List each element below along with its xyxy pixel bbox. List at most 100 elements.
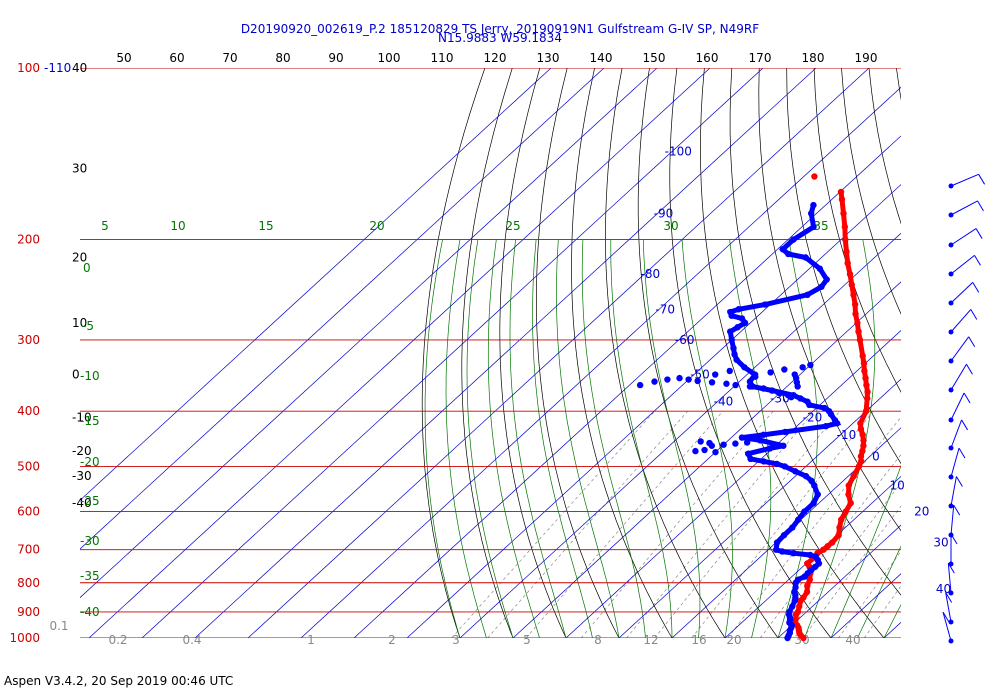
dewpoint-scatter-point: [697, 438, 704, 445]
dewpoint-scatter-point: [788, 393, 795, 401]
top-axis-label: 140: [590, 51, 613, 65]
moist-adiabat-line: [445, 239, 487, 638]
height-label: -20: [72, 444, 92, 458]
wind-barb: [948, 309, 978, 335]
dewpoint-scatter-point: [768, 387, 776, 394]
top-axis-label: 70: [222, 51, 237, 65]
isotherm-line: [618, 378, 901, 638]
moist-adiabat-line: [857, 545, 901, 638]
dry-adiabat-line: [758, 68, 901, 532]
moist-adiabat-label: 35: [813, 219, 828, 233]
mixing-ratio-line: [451, 410, 655, 638]
moist-adiabat-label: -10: [80, 369, 100, 383]
dewpoint-scatter-point: [664, 376, 671, 383]
wind-barb: [948, 254, 981, 277]
mixing-ratio-line: [487, 410, 688, 638]
dewpoint-scatter-point: [706, 439, 713, 447]
dewpoint-scatter-point: [767, 369, 774, 376]
top-axis-label: 180: [802, 51, 825, 65]
isotherm-label: 40: [936, 582, 951, 596]
isotherm-line: [883, 621, 901, 638]
dewpoint-scatter-point: [794, 383, 801, 390]
mixing-ratio-label: 2: [388, 633, 396, 647]
dewpoint-scatter-point: [720, 441, 727, 448]
mixing-ratio-line: [783, 482, 901, 638]
pressure-label: 1000: [9, 631, 40, 645]
mixing-ratio-label: 40: [845, 633, 860, 647]
dewpoint-scatter-point: [732, 381, 739, 389]
pressure-label: 900: [17, 605, 40, 619]
mixing-ratio-label: 0.2: [108, 633, 127, 647]
dry-adiabat-line: [813, 68, 901, 393]
isotherm-line: [406, 184, 901, 638]
isotherm-labels: -100-90-80-70-60-50-40 -30-20-10010203040…: [49, 144, 951, 647]
isotherm-line: [80, 68, 552, 501]
pressure-label: 500: [17, 459, 40, 473]
isotherm-label: -20: [803, 410, 823, 424]
height-label: 0: [72, 368, 80, 382]
dewpoint-scatter-point: [692, 447, 699, 455]
wind-barb: [948, 364, 973, 393]
isotherm-line: [194, 68, 817, 638]
data-series: [636, 173, 871, 642]
moist-adiabat-label: 15: [258, 219, 273, 233]
isotherm-line: [459, 232, 901, 638]
wind-barb: [948, 173, 986, 189]
wind-barb: [948, 228, 983, 248]
isotherm-line: [937, 68, 1000, 638]
dewpoint-scatter-point: [807, 361, 814, 369]
moist-adiabat-line: [556, 239, 620, 638]
moist-adiabat-label: -40: [80, 605, 100, 619]
isotherm-label: 30: [933, 536, 948, 550]
moist-adiabat-label: -25: [80, 494, 100, 508]
isotherm-label: -50: [690, 368, 710, 382]
dewpoint-scatter-point: [732, 440, 739, 447]
isotherm-line: [777, 524, 901, 638]
moist-adiabat-line: [487, 239, 540, 638]
top-axis-labels: 50 60 70 80 90 100 110 120 130 140 150 160 170 180 190: [116, 51, 877, 65]
dewpoint-scatter-point: [743, 439, 751, 446]
height-label: -40: [72, 496, 92, 510]
height-label: -30: [72, 469, 92, 483]
mixing-ratio-label: 20: [726, 633, 741, 647]
wind-barb: [948, 447, 966, 480]
grid-lines: [80, 68, 1000, 638]
moist-adiabat-label: 0: [83, 261, 91, 275]
mixing-ratio-label: 12: [643, 633, 658, 647]
height-label: -10: [72, 410, 92, 424]
moist-adiabat-label: -35: [80, 569, 100, 583]
isotherm-line: [565, 330, 901, 638]
wind-barb: [948, 281, 980, 306]
top-dry-adiabat-label: -110: [44, 61, 71, 75]
isotherm-line: [247, 68, 870, 638]
dewpoint-scatter-point: [651, 378, 658, 385]
height-label: 10: [72, 316, 87, 330]
wind-barb: [948, 533, 958, 567]
isotherm-line: [88, 68, 711, 638]
mixing-ratio-label: 16: [691, 633, 706, 647]
isotherm-label: -70: [655, 302, 675, 316]
isotherm-label: 20: [914, 505, 929, 519]
mixing-ratio-line: [727, 416, 901, 638]
wind-barb: [948, 419, 969, 451]
isotherm-label: -10: [837, 428, 857, 442]
height-label: 40: [72, 61, 87, 75]
moist-adiabat-label: 30: [663, 219, 678, 233]
dry-adiabat-line: [896, 68, 901, 101]
wind-barb: [948, 476, 963, 509]
mixing-ratio-label: 8: [594, 633, 602, 647]
moist-adiabat-label: 10: [170, 219, 185, 233]
isotherm-line: [300, 86, 901, 638]
top-axis-label: 170: [749, 51, 772, 65]
pressure-label: 300: [17, 333, 40, 347]
dry-adiabat-line: [605, 68, 726, 638]
dewpoint-scatter-point: [752, 373, 759, 380]
wind-barb: [942, 611, 954, 644]
wind-barb: [948, 200, 984, 218]
moist-adiabat-line: [883, 603, 901, 638]
temperature-isolated-point: [811, 173, 818, 180]
top-axis-label: 50: [116, 51, 131, 65]
isotherm-line: [512, 281, 901, 638]
